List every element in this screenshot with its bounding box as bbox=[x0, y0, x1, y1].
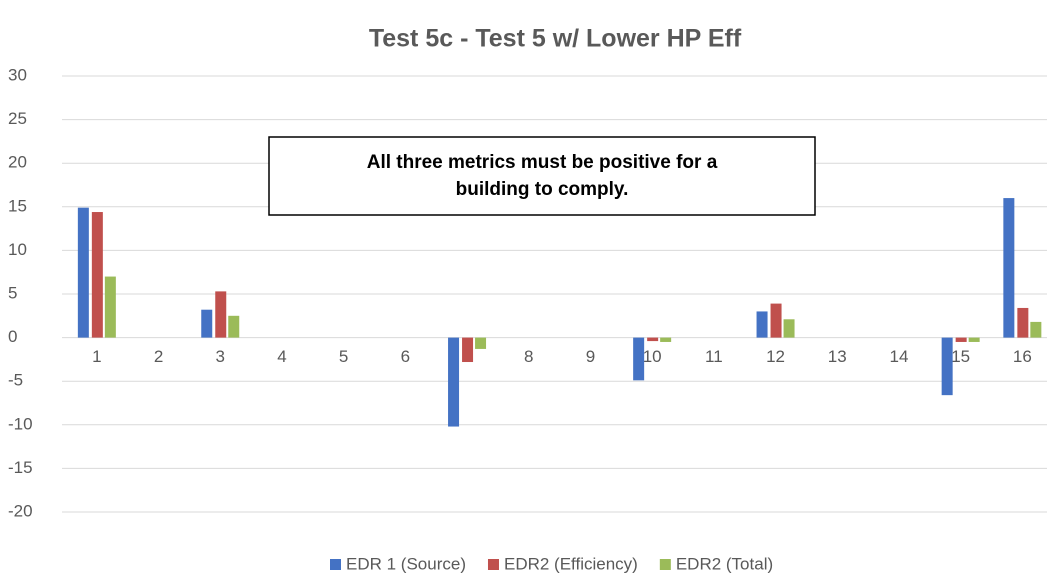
x-tick-label: 12 bbox=[766, 347, 785, 366]
bar bbox=[783, 319, 795, 338]
y-tick-label: 20 bbox=[8, 153, 27, 172]
bar bbox=[104, 276, 116, 338]
x-tick-label: 2 bbox=[154, 347, 163, 366]
bar bbox=[660, 337, 672, 342]
x-tick-label: 11 bbox=[705, 347, 723, 366]
bar bbox=[1003, 198, 1015, 338]
bar bbox=[228, 315, 240, 338]
y-tick-label: 25 bbox=[8, 109, 27, 128]
x-tick-label: 3 bbox=[216, 347, 225, 366]
bar bbox=[215, 291, 227, 338]
y-tick-label: 15 bbox=[8, 196, 27, 215]
bar bbox=[1030, 321, 1042, 338]
y-tick-label: 30 bbox=[8, 65, 27, 84]
bar bbox=[941, 337, 953, 396]
bar bbox=[1017, 307, 1029, 338]
y-tick-label: -20 bbox=[8, 501, 33, 520]
x-tick-label: 10 bbox=[643, 347, 662, 366]
legend-swatch bbox=[659, 559, 671, 570]
bar bbox=[475, 337, 487, 349]
annotation-holder: All three metrics must be positive for a… bbox=[366, 152, 718, 200]
y-tick-label: -5 bbox=[8, 371, 23, 390]
bar bbox=[955, 337, 967, 342]
y-tick-label: 0 bbox=[8, 327, 17, 346]
x-tick-label: 9 bbox=[586, 347, 595, 366]
annotation: All three metrics must be positive for a… bbox=[366, 152, 718, 200]
x-tick-label: 13 bbox=[828, 347, 847, 366]
bar bbox=[91, 212, 103, 338]
bar bbox=[756, 311, 768, 338]
bar bbox=[968, 337, 980, 342]
legend-label: EDR2 (Total) bbox=[676, 554, 773, 573]
x-tick-label: 16 bbox=[1013, 347, 1032, 366]
y-tick-label: 10 bbox=[8, 240, 27, 259]
annotation-box bbox=[268, 136, 816, 216]
bar bbox=[633, 337, 645, 381]
bar bbox=[462, 337, 474, 363]
bar bbox=[647, 337, 659, 342]
chart-title: Test 5c - Test 5 w/ Lower HP Eff bbox=[369, 25, 742, 53]
bar bbox=[448, 337, 460, 427]
x-tick-label: 4 bbox=[277, 347, 286, 366]
bar bbox=[201, 309, 213, 338]
y-tick-label: -15 bbox=[8, 458, 33, 477]
x-tick-label: 8 bbox=[524, 347, 533, 366]
y-tick-label: -10 bbox=[8, 414, 33, 433]
x-tick-label: 5 bbox=[339, 347, 348, 366]
x-tick-label: 14 bbox=[889, 347, 908, 366]
bar bbox=[77, 207, 89, 338]
legend-swatch bbox=[330, 559, 341, 570]
x-tick-label: 1 bbox=[92, 347, 101, 366]
legend-label: EDR 1 (Source) bbox=[346, 554, 466, 573]
y-tick-label: 5 bbox=[8, 283, 17, 302]
x-tick-label: 15 bbox=[951, 347, 970, 366]
x-tick-label: 6 bbox=[401, 347, 410, 366]
legend-label: EDR2 (Efficiency) bbox=[504, 554, 638, 573]
bar bbox=[770, 303, 782, 338]
legend-swatch bbox=[487, 559, 499, 570]
